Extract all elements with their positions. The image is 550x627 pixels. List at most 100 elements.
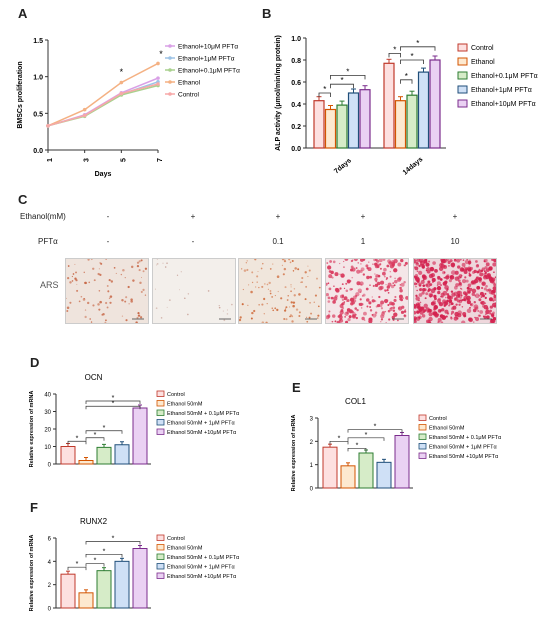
stain-dot: [416, 310, 420, 314]
stain-dot: [130, 265, 134, 269]
bar: [78, 460, 94, 465]
stain-dot: [291, 260, 294, 263]
photo-background: [66, 259, 148, 323]
stain-dot: [280, 297, 283, 300]
stain-dot: [341, 295, 345, 298]
stain-dot: [479, 291, 484, 296]
x-axis-label: Days: [95, 171, 112, 178]
stain-dot: [283, 318, 286, 321]
significance-mark: *: [405, 72, 408, 81]
stain-dot: [250, 290, 253, 294]
stain-dot: [387, 310, 390, 312]
stain-dot: [283, 267, 287, 271]
stain-dot: [374, 277, 378, 282]
significance-bracket: [388, 53, 401, 58]
stain-dot: [89, 318, 92, 320]
stain-dot: [290, 284, 292, 286]
stain-dot: [404, 261, 408, 265]
stain-dot: [104, 321, 107, 323]
stain-dot: [256, 275, 259, 278]
stain-dot: [343, 301, 346, 303]
stain-dot: [276, 275, 280, 278]
stain-dot: [69, 301, 72, 304]
stain-dot: [381, 311, 385, 316]
stain-dot: [293, 288, 296, 290]
pft-value-2: -: [191, 237, 195, 246]
legend-swatch: [457, 71, 468, 80]
stain-dot: [110, 280, 114, 283]
stain-dot: [366, 305, 369, 308]
stain-dot: [446, 274, 450, 278]
stain-dot: [362, 273, 366, 276]
stain-dot: [250, 317, 253, 320]
stain-dot: [454, 285, 458, 290]
y-tick-label: 20: [44, 428, 51, 434]
stain-dot: [223, 319, 226, 322]
stain-dot: [263, 297, 266, 301]
stain-dot: [454, 270, 459, 275]
bar: [114, 560, 130, 609]
stain-dot: [450, 307, 455, 311]
stain-dot: [254, 259, 257, 261]
stain-dot: [353, 295, 357, 300]
stain-dot: [415, 294, 418, 297]
stain-dot: [355, 292, 360, 297]
x-tick-label: 3: [84, 158, 91, 162]
legend-swatch: [457, 99, 468, 108]
stain-dot: [403, 281, 406, 284]
stain-dot: [290, 301, 293, 304]
stain-dot: [442, 270, 446, 275]
stain-dot: [140, 259, 143, 262]
ethanol-value-3: +: [275, 212, 281, 221]
stain-dot: [207, 290, 210, 292]
stain-dot: [483, 304, 489, 310]
stain-dot: [473, 301, 476, 304]
legend-label: Control: [167, 536, 185, 542]
stain-dot: [440, 259, 446, 263]
stain-dot: [477, 314, 481, 317]
stain-dot: [304, 271, 307, 274]
stain-dot: [292, 304, 295, 308]
stain-dot: [483, 259, 488, 263]
chart-f-runx2: RUNX2 0 2 4 6 Relative expression of mRNA * * * *…: [29, 517, 240, 613]
stain-dot: [355, 267, 358, 269]
stain-dot: [264, 283, 266, 285]
stain-dot: [466, 286, 470, 290]
stain-dot: [463, 270, 468, 275]
stain-dot: [403, 310, 407, 313]
stain-dot: [434, 268, 438, 273]
chart-e-col1: COL1 0 1 2 3 Relative expression of mRNA * * * * C…: [291, 397, 502, 493]
stain-dot: [414, 310, 417, 315]
stain-dot: [331, 320, 334, 323]
stain-dot: [291, 320, 294, 323]
bar: [132, 407, 148, 465]
stain-dot: [415, 277, 420, 283]
stain-dot: [365, 298, 370, 302]
stain-dot: [90, 259, 93, 261]
ars-stain-image-pft-0-1: [238, 258, 322, 324]
stain-dot: [113, 266, 116, 269]
bar: [324, 108, 337, 149]
stain-dot: [403, 314, 406, 317]
stain-dot: [136, 264, 140, 268]
stain-dot: [383, 267, 387, 272]
stain-dot: [164, 266, 167, 268]
stain-dot: [393, 298, 397, 302]
stain-dot: [382, 259, 386, 261]
bar: [429, 59, 441, 149]
stain-dot: [466, 289, 471, 294]
stain-dot: [138, 260, 141, 263]
stain-dot: [415, 296, 420, 301]
stain-dot: [492, 299, 495, 302]
stain-dot: [464, 314, 467, 318]
stain-dot: [363, 311, 367, 316]
stain-dot: [109, 301, 112, 304]
stain-dot: [347, 317, 351, 322]
stain-dot: [459, 296, 462, 299]
stain-dot: [387, 282, 392, 287]
stain-dot: [366, 266, 369, 270]
stain-dot: [72, 273, 75, 275]
stain-dot: [92, 267, 95, 270]
stain-dot: [298, 315, 301, 318]
stain-dot: [318, 305, 320, 308]
